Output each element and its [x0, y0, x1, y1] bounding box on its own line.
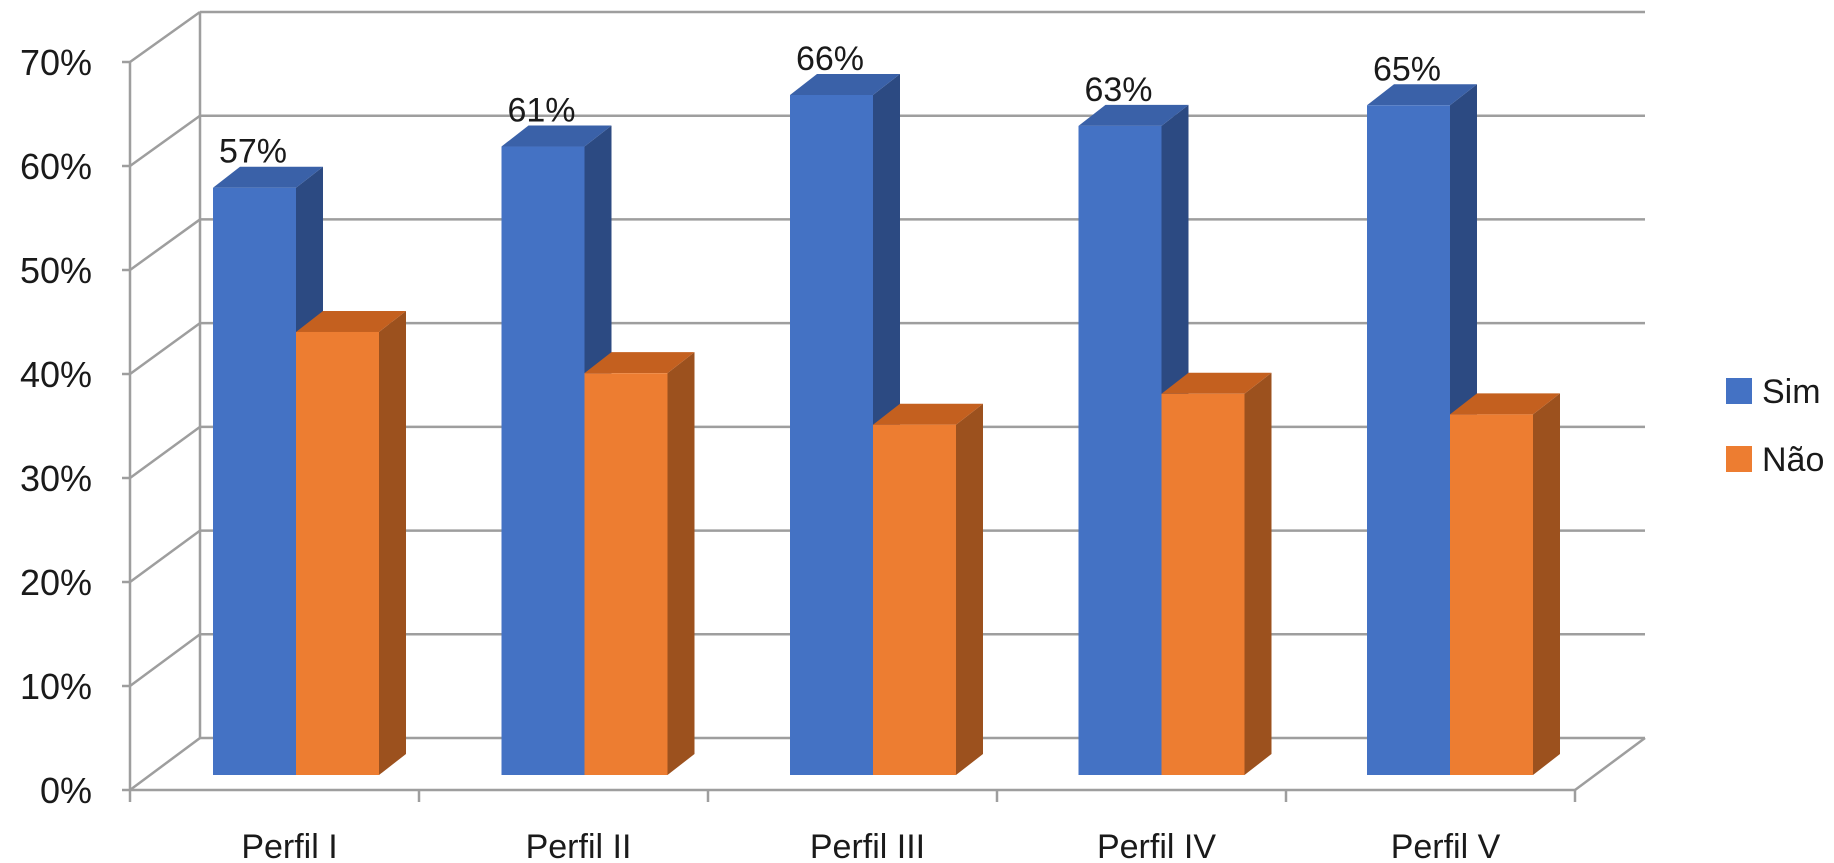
bar-side-face [379, 310, 406, 775]
bar-side-face [956, 403, 983, 775]
gridline-diag-50% [129, 218, 201, 272]
bar-front-face [1078, 125, 1162, 776]
bar-top-face [1367, 84, 1477, 106]
y-axis-tick-labels: 0% 10% 20% 30% 40% 50% 60% 70% [20, 42, 92, 811]
x-category-label: Perfil I [241, 828, 337, 863]
bars [213, 74, 1560, 776]
data-labels: 57% 61% 66% 63% 65% [219, 40, 1441, 171]
legend-swatch [1726, 378, 1752, 404]
bar-front-face [501, 146, 585, 776]
gridline-diag-20% [129, 529, 201, 584]
bar-não-2 [584, 352, 695, 775]
x-category-label: Perfil IV [1097, 828, 1216, 863]
bar-não-3 [873, 403, 983, 775]
legend-swatch [1726, 446, 1752, 472]
gridline-diag-60% [129, 114, 201, 168]
data-label: 66% [796, 40, 864, 78]
bar-side-face [1244, 372, 1272, 775]
y-tick-label: 70% [20, 42, 92, 83]
bar-front-face [790, 95, 873, 775]
bar-top-face [1450, 393, 1560, 415]
y-tick-label: 0% [40, 770, 92, 811]
floor-right-edge [1574, 736, 1646, 792]
bar-front-face [584, 373, 668, 775]
bar-top-face [790, 74, 900, 95]
data-label: 63% [1084, 71, 1152, 109]
bar-não-5 [1450, 393, 1560, 775]
bar-side-face [667, 352, 695, 775]
gridline-diag-0% [129, 736, 201, 792]
legend-label: Não [1762, 441, 1824, 479]
data-label: 61% [507, 92, 575, 130]
x-category-label: Perfil II [526, 828, 632, 863]
bar-top-face [213, 166, 323, 188]
y-tick-label: 10% [20, 666, 92, 707]
bar-top-face [1161, 372, 1272, 394]
bar-top-face [873, 403, 983, 425]
y-tick-label: 20% [20, 562, 92, 603]
data-label: 57% [219, 133, 287, 171]
bar-front-face [296, 331, 379, 775]
y-tick-label: 40% [20, 354, 92, 395]
bar-front-face [213, 187, 296, 775]
legend-item-sim: Sim [1726, 373, 1821, 411]
bar-front-face [1161, 393, 1245, 775]
legend: Sim Não [1726, 373, 1824, 479]
gridline-diag-10% [129, 633, 201, 688]
bar-top-face [584, 352, 695, 374]
legend-item-não: Não [1726, 441, 1824, 479]
y-tick-label: 30% [20, 458, 92, 499]
gridline-diag-70% [129, 10, 201, 64]
bar-top-face [296, 310, 406, 332]
bar-top-face [1078, 104, 1189, 126]
y-tick-label: 50% [20, 250, 92, 291]
data-label: 65% [1373, 50, 1441, 88]
bar-front-face [873, 424, 956, 775]
bar-top-face [501, 125, 612, 147]
bar-front-face [1367, 105, 1450, 775]
legend-label: Sim [1762, 373, 1821, 411]
bar-front-face [1450, 414, 1533, 775]
y-tick-label: 60% [20, 146, 92, 187]
gridline-diag-40% [129, 322, 201, 376]
bar-não-4 [1161, 372, 1272, 775]
x-axis-category-labels: Perfil I Perfil II Perfil III Perfil IV Perf… [241, 828, 1500, 863]
bar-side-face [1533, 393, 1560, 775]
gridline-diag-30% [129, 425, 201, 480]
x-category-label: Perfil III [810, 828, 925, 863]
x-category-label: Perfil V [1391, 828, 1501, 863]
bar-não-1 [296, 310, 406, 775]
